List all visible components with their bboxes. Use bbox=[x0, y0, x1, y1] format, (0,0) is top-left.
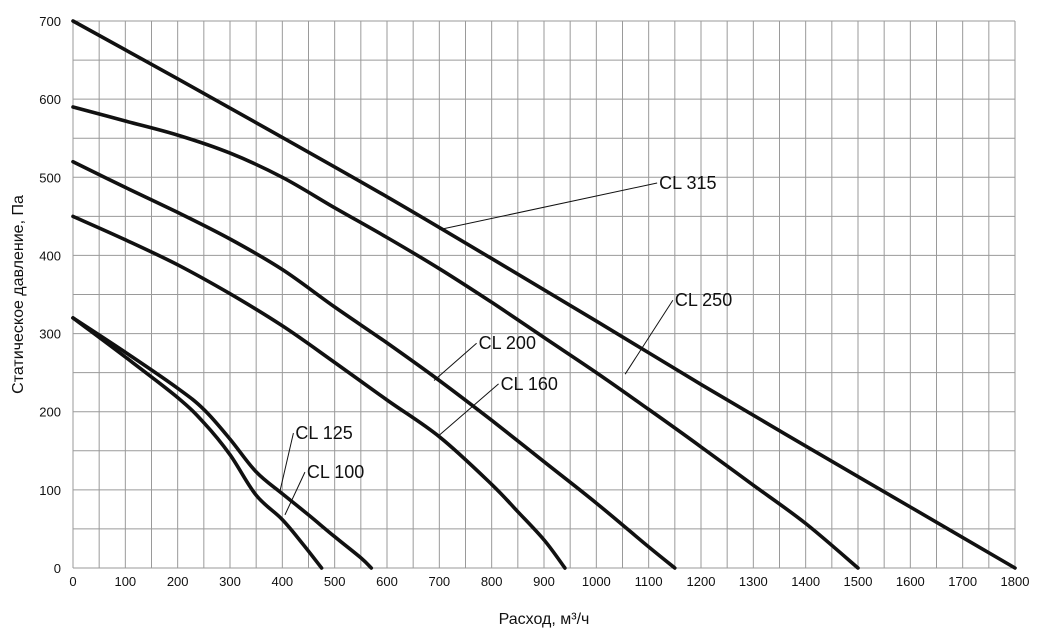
series-label-cl-250: CL 250 bbox=[675, 290, 732, 310]
curves-layer bbox=[71, 19, 1017, 570]
y-tick-label: 300 bbox=[39, 327, 61, 342]
y-tick-label: 700 bbox=[39, 14, 61, 29]
series-line-cl-200 bbox=[71, 159, 677, 570]
series-label-cl-160: CL 160 bbox=[501, 374, 558, 394]
series-label-cl-200: CL 200 bbox=[479, 333, 536, 353]
leader-line-cl-315 bbox=[439, 182, 658, 231]
x-tick-label: 1300 bbox=[739, 574, 768, 589]
leader-line-cl-100 bbox=[284, 471, 306, 516]
series-line-cl-125 bbox=[71, 316, 374, 570]
y-tick-label: 400 bbox=[39, 248, 61, 263]
x-tick-label: 500 bbox=[324, 574, 346, 589]
y-tick-label: 100 bbox=[39, 483, 61, 498]
series-line-cl-160 bbox=[71, 214, 567, 570]
x-tick-label: 200 bbox=[167, 574, 189, 589]
leader-line-cl-200 bbox=[433, 342, 477, 381]
x-tick-label: 100 bbox=[114, 574, 136, 589]
x-tick-label: 1500 bbox=[844, 574, 873, 589]
x-tick-label: 1000 bbox=[582, 574, 611, 589]
series-line-cl-315 bbox=[71, 19, 1017, 570]
tick-labels: 0 100 200 300 400 500 600 700 800 900 1000 1100 1200… bbox=[39, 14, 1029, 589]
x-tick-label: 700 bbox=[428, 574, 450, 589]
x-tick-label: 1200 bbox=[687, 574, 716, 589]
x-axis-label: Расход, м³/ч bbox=[499, 611, 590, 628]
x-tick-label: 1600 bbox=[896, 574, 925, 589]
y-tick-label: 200 bbox=[39, 405, 61, 420]
x-tick-label: 800 bbox=[481, 574, 503, 589]
series-line-cl-100 bbox=[71, 316, 324, 570]
x-tick-label: 1800 bbox=[1001, 574, 1030, 589]
series-label-cl-315: CL 315 bbox=[659, 173, 716, 193]
y-tick-label: 600 bbox=[39, 92, 61, 107]
y-tick-label: 500 bbox=[39, 170, 61, 185]
x-tick-label: 1400 bbox=[791, 574, 820, 589]
y-tick-label: 0 bbox=[54, 561, 61, 576]
x-tick-label: 600 bbox=[376, 574, 398, 589]
x-tick-label: 1100 bbox=[635, 574, 663, 589]
series-line-cl-250 bbox=[71, 105, 860, 570]
series-label-cl-125: CL 125 bbox=[295, 423, 352, 443]
x-tick-label: 400 bbox=[271, 574, 293, 589]
leader-line-cl-125 bbox=[279, 432, 294, 493]
leader-line-cl-160 bbox=[439, 383, 499, 436]
y-axis-label: Статическое давление, Па bbox=[10, 195, 27, 394]
x-tick-label: 300 bbox=[219, 574, 241, 589]
leader-line-cl-250 bbox=[624, 299, 674, 375]
curve-labels-layer: CL 315 CL 250 CL 200 CL 160 CL 125 CL 100 bbox=[279, 173, 732, 516]
x-tick-label: 1700 bbox=[948, 574, 977, 589]
x-tick-label: 0 bbox=[69, 574, 76, 589]
x-tick-label: 900 bbox=[533, 574, 555, 589]
series-label-cl-100: CL 100 bbox=[307, 462, 364, 482]
